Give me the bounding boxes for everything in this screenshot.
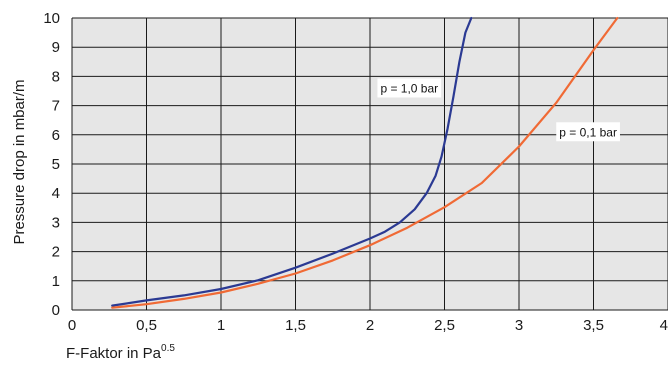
tick-labels: 0 1 2 3 4 5 6 7 8 9 10 0 0,5 1 1,5 2 2,5 3 3,5 4 bbox=[43, 10, 668, 334]
x-tick-label: 0,5 bbox=[136, 317, 157, 334]
series-label-text: p = 1,0 bar bbox=[380, 81, 438, 95]
grid bbox=[71, 17, 668, 311]
x-tick-label: 3,5 bbox=[583, 317, 604, 334]
x-tick-label: 2,5 bbox=[434, 317, 455, 334]
series-label-box bbox=[556, 122, 620, 142]
y-axis-title: Pressure drop in mbar/m bbox=[11, 79, 28, 244]
x-axis-title-main: F-Faktor in Pa bbox=[66, 345, 162, 362]
x-tick-label: 3 bbox=[515, 317, 523, 334]
x-tick-label: 1 bbox=[217, 317, 225, 334]
x-tick-label: 0 bbox=[68, 317, 76, 334]
y-tick-label: 8 bbox=[52, 68, 60, 85]
x-tick-label: 4 bbox=[660, 317, 668, 334]
y-tick-label: 10 bbox=[43, 10, 60, 27]
y-tick-label: 5 bbox=[52, 156, 60, 173]
y-tick-label: 4 bbox=[52, 185, 60, 202]
annotations: p = 1,0 bar p = 0,1 bar bbox=[377, 78, 620, 142]
series-label-text: p = 0,1 bar bbox=[559, 125, 617, 139]
series-line bbox=[111, 16, 473, 307]
series-layer bbox=[111, 16, 619, 309]
y-tick-label: 2 bbox=[52, 244, 60, 261]
series-label-box bbox=[377, 78, 442, 98]
y-tick-label: 3 bbox=[52, 214, 60, 231]
series-label: p = 1,0 bar bbox=[377, 78, 442, 98]
y-tick-label: 7 bbox=[52, 98, 60, 115]
y-tick-label: 1 bbox=[52, 273, 60, 290]
x-tick-label: 1,5 bbox=[285, 317, 306, 334]
x-axis-title: F-Faktor in Pa0.5 bbox=[66, 343, 175, 362]
series-line bbox=[111, 16, 619, 309]
y-tick-label: 6 bbox=[52, 127, 60, 144]
x-axis-title-superscript: 0.5 bbox=[161, 343, 175, 354]
y-tick-label: 9 bbox=[52, 39, 60, 56]
series-label: p = 0,1 bar bbox=[556, 122, 620, 142]
x-tick-label: 2 bbox=[366, 317, 374, 334]
y-tick-label: 0 bbox=[52, 302, 60, 319]
